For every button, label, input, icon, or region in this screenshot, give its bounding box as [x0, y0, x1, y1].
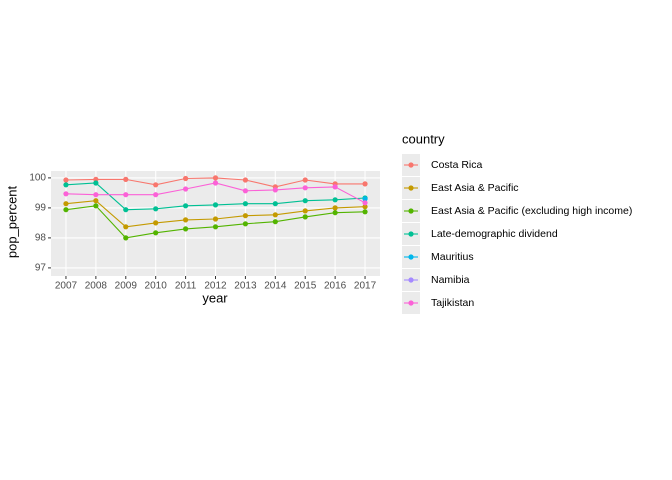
point — [362, 204, 368, 210]
point — [212, 175, 219, 181]
y-tick-label: 97 — [35, 263, 47, 274]
legend-title: country — [402, 131, 445, 146]
point — [153, 206, 159, 212]
point — [63, 182, 69, 188]
legend-label: Namibia — [431, 274, 470, 286]
point — [242, 188, 249, 194]
point — [63, 191, 69, 197]
point — [63, 177, 69, 183]
x-tick-label: 2012 — [204, 281, 227, 292]
point — [272, 212, 278, 218]
point — [182, 226, 189, 232]
legend-label: Tajikistan — [431, 297, 474, 309]
point — [182, 203, 189, 209]
point — [332, 197, 338, 203]
point — [93, 198, 99, 204]
legend-key-point — [408, 208, 414, 214]
legend-label: East Asia & Pacific — [431, 182, 519, 194]
point — [182, 186, 189, 192]
x-tick-label: 2010 — [145, 281, 168, 292]
x-tick-label: 2009 — [115, 281, 138, 292]
x-tick-label: 2017 — [354, 281, 377, 292]
point — [153, 192, 159, 198]
legend-label: East Asia & Pacific (excluding high inco… — [431, 205, 632, 217]
legend-label: Mauritius — [431, 251, 474, 263]
point — [242, 177, 249, 183]
point — [332, 205, 338, 211]
point — [153, 182, 159, 188]
point — [93, 176, 99, 182]
legend-key-point — [408, 277, 414, 283]
legend-key-point — [408, 300, 414, 306]
point — [332, 210, 338, 216]
point — [302, 208, 308, 214]
point — [63, 207, 69, 213]
point — [332, 184, 338, 190]
point — [302, 198, 308, 204]
point — [153, 230, 159, 236]
point — [63, 201, 69, 207]
marks — [63, 175, 368, 241]
point — [93, 203, 99, 209]
x-tick-label: 2013 — [234, 281, 257, 292]
point — [362, 200, 368, 206]
x-tick-label: 2014 — [264, 281, 287, 292]
point — [242, 221, 249, 227]
legend-key-point — [408, 231, 414, 237]
point — [212, 216, 219, 222]
point — [272, 219, 278, 225]
x-tick-label: 2008 — [85, 281, 108, 292]
legend-key-point — [408, 162, 414, 168]
legend-label: Late-demographic dividend — [431, 228, 558, 240]
point — [123, 235, 129, 241]
point — [362, 209, 368, 215]
legend-key-point — [408, 185, 414, 191]
y-tick-label: 100 — [29, 173, 46, 184]
x-axis-title: year — [202, 290, 228, 305]
point — [272, 201, 278, 207]
x-tick-label: 2016 — [324, 281, 347, 292]
point — [93, 192, 99, 198]
point — [123, 192, 129, 198]
point — [302, 177, 308, 183]
legend: Costa Rica East Asia & Pacific East Asia &… — [402, 154, 632, 314]
legend-key-point — [408, 254, 414, 260]
legend-label: Costa Rica — [431, 159, 483, 171]
point — [123, 207, 129, 213]
point — [272, 187, 278, 193]
y-tick-label: 99 — [35, 203, 47, 214]
point — [212, 224, 219, 230]
y-tick-label: 98 — [35, 233, 47, 244]
point — [302, 185, 308, 191]
x-tick-label: 2011 — [175, 281, 197, 292]
point — [212, 202, 219, 208]
point — [123, 224, 129, 230]
point — [123, 176, 129, 182]
point — [302, 214, 308, 220]
point — [182, 217, 189, 223]
point — [93, 180, 99, 186]
point — [212, 180, 219, 186]
x-tick-label: 2015 — [294, 281, 317, 292]
point — [362, 181, 368, 187]
point — [362, 196, 368, 202]
point — [153, 220, 159, 226]
x-tick-label: 2007 — [55, 281, 78, 292]
grid: 97 98 99 100 2007 2008 2009 2010 2011 2012 2013 201… — [29, 171, 380, 292]
point — [242, 213, 249, 219]
point — [182, 175, 189, 182]
point — [242, 201, 249, 207]
y-axis-title: pop_percent — [4, 185, 19, 258]
